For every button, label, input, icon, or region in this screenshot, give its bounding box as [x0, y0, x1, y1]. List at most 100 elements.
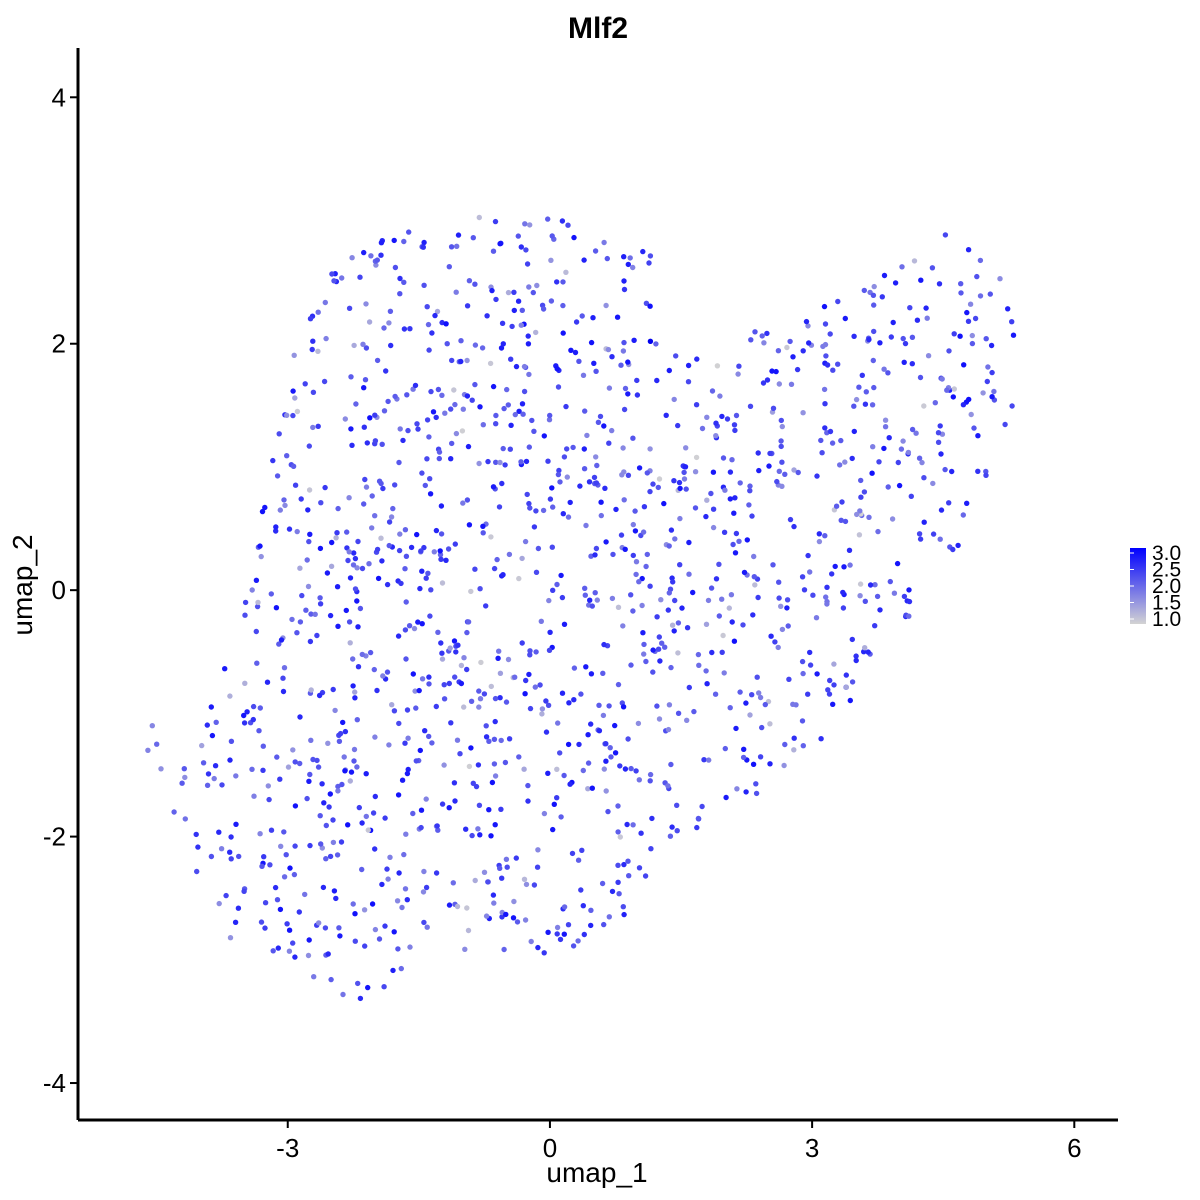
scatter-point [268, 591, 274, 597]
scatter-point [289, 616, 295, 623]
scatter-point [458, 662, 465, 669]
scatter-point [914, 317, 921, 323]
scatter-point [379, 881, 385, 888]
scatter-point [570, 943, 577, 949]
scatter-point [306, 937, 312, 943]
scatter-point [433, 703, 439, 710]
scatter-point [799, 658, 806, 665]
scatter-point [708, 490, 714, 497]
scatter-point [292, 954, 298, 960]
scatter-point [559, 218, 566, 224]
scatter-point [476, 688, 482, 694]
scatter-point [603, 788, 609, 794]
scatter-point [204, 782, 211, 788]
scatter-point [752, 329, 758, 335]
scatter-point [826, 691, 833, 697]
scatter-point [822, 401, 828, 407]
scatter-point [741, 746, 747, 752]
scatter-point [625, 736, 631, 742]
scatter-point [374, 546, 381, 553]
scatter-point [397, 291, 403, 297]
scatter-point [838, 517, 844, 523]
scatter-point [917, 536, 924, 542]
scatter-point [388, 514, 395, 520]
scatter-point [526, 284, 532, 290]
scatter-point [603, 741, 609, 747]
scatter-point [306, 538, 312, 545]
scatter-point [483, 723, 489, 729]
scatter-point [227, 849, 233, 855]
scatter-point [625, 391, 631, 397]
scatter-point [839, 499, 845, 505]
scatter-point [835, 361, 841, 367]
scatter-point [529, 417, 535, 424]
scatter-point [428, 388, 434, 395]
scatter-point [323, 856, 329, 862]
scatter-point [886, 435, 892, 441]
scatter-point [842, 518, 849, 525]
scatter-point [350, 683, 356, 689]
scatter-point [531, 524, 538, 530]
scatter-point [550, 826, 556, 833]
scatter-point [342, 416, 348, 422]
scatter-point [496, 648, 502, 654]
scatter-point [350, 562, 357, 568]
scatter-point [694, 824, 700, 831]
scatter-point [592, 590, 598, 596]
scatter-point [980, 390, 986, 396]
scatter-point [724, 416, 731, 422]
scatter-point [492, 718, 498, 725]
scatter-point [219, 782, 225, 788]
scatter-point [788, 381, 795, 387]
scatter-point [703, 621, 710, 627]
scatter-point [625, 472, 632, 478]
scatter-point [588, 671, 595, 677]
scatter-point [472, 566, 478, 572]
scatter-point [546, 647, 553, 653]
scatter-point [254, 603, 261, 610]
scatter-point [303, 607, 309, 613]
scatter-point [391, 929, 397, 935]
scatter-point [712, 691, 719, 697]
scatter-point [641, 651, 647, 657]
scatter-point [326, 804, 332, 810]
scatter-point [504, 864, 510, 870]
scatter-point [830, 367, 836, 373]
scatter-point [583, 664, 589, 670]
scatter-point [361, 385, 367, 391]
scatter-point [870, 357, 876, 364]
scatter-point [575, 938, 581, 944]
scatter-point [800, 348, 806, 354]
scatter-point [525, 798, 531, 804]
scatter-point [452, 401, 458, 408]
scatter-point [379, 441, 385, 447]
scatter-point [387, 308, 394, 314]
x-tick-label: 6 [1067, 1133, 1081, 1163]
scatter-point [453, 289, 459, 295]
scatter-point [877, 607, 883, 613]
scatter-point [503, 699, 510, 705]
scatter-point [626, 873, 632, 879]
scatter-point [615, 829, 621, 835]
scatter-point [747, 712, 753, 718]
scatter-point [519, 640, 525, 646]
scatter-point [533, 329, 539, 336]
scatter-point [350, 656, 356, 662]
scatter-point [644, 551, 650, 558]
scatter-point [925, 353, 932, 359]
scatter-point [991, 388, 997, 395]
scatter-point [249, 766, 255, 772]
scatter-point [668, 761, 674, 768]
scatter-point [290, 940, 296, 946]
scatter-point [615, 862, 621, 868]
scatter-point [622, 546, 628, 552]
scatter-point [601, 641, 607, 648]
scatter-point [594, 597, 600, 603]
scatter-point [666, 367, 672, 374]
scatter-point [849, 636, 855, 643]
scatter-point [985, 364, 991, 370]
scatter-point [340, 719, 346, 726]
scatter-point [328, 976, 334, 983]
scatter-point [284, 453, 290, 459]
scatter-point [647, 253, 654, 259]
